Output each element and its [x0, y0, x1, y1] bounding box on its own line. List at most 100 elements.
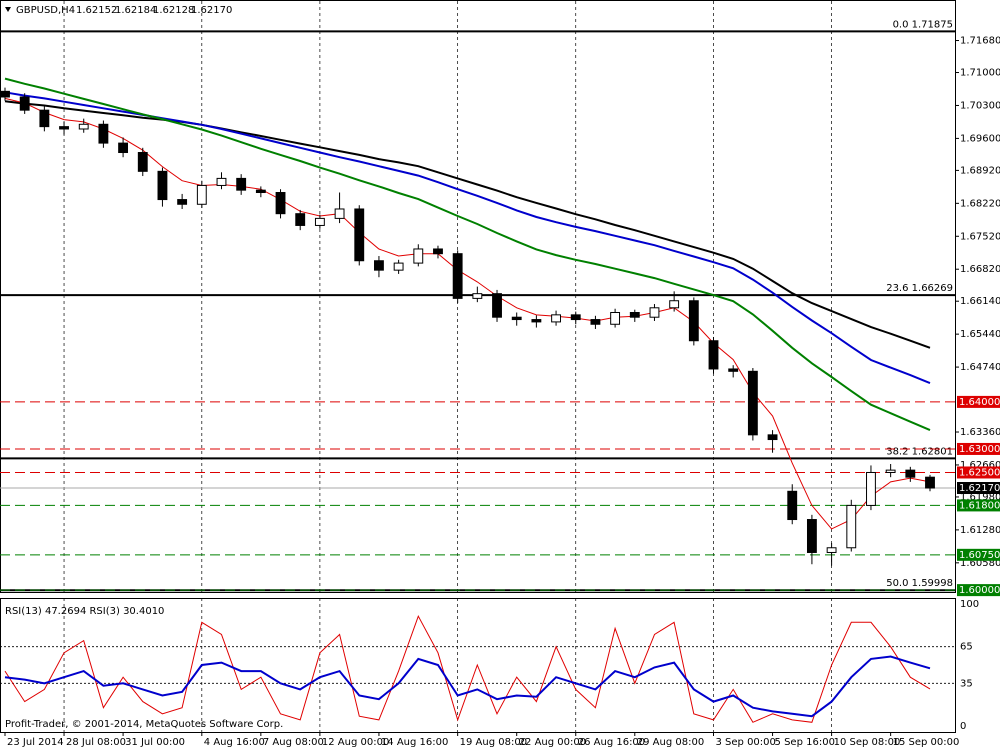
x-tick-label: 23 Jul 2014 — [7, 737, 64, 748]
candle-body — [118, 142, 129, 154]
candle-body — [531, 319, 542, 323]
x-tick-label: 15 Sep 00:00 — [893, 737, 960, 748]
candle-body — [354, 208, 365, 262]
quote-low: 1.62128 — [153, 5, 194, 16]
fib-label: 23.6 1.66269 — [886, 283, 953, 294]
candle-body — [177, 199, 188, 205]
level-label: 1.60750 — [959, 550, 1000, 561]
candle-body — [472, 293, 483, 299]
y-tick-label: 1.60580 — [960, 558, 1000, 569]
menu-arrow[interactable] — [5, 7, 11, 12]
candle-body — [393, 262, 404, 271]
level-box — [957, 499, 1000, 512]
x-tick-label: 7 Aug 08:00 — [263, 737, 324, 748]
fib-label: 0.0 1.71875 — [893, 19, 953, 30]
candle-body — [846, 504, 857, 549]
quote-close: 1.62170 — [191, 5, 232, 16]
y-tick-label: 1.70300 — [960, 100, 1000, 111]
candle-body — [925, 476, 935, 489]
x-tick-label: 31 Jul 00:00 — [125, 737, 185, 748]
candle-body — [551, 314, 561, 323]
rsi-line — [4, 655, 931, 718]
candle-body — [492, 293, 502, 318]
level-box — [957, 548, 1000, 561]
candle-body — [767, 434, 778, 441]
candle-body — [78, 123, 89, 130]
candle-body — [688, 300, 699, 342]
candle-body — [728, 368, 739, 372]
x-tick-label: 14 Aug 16:00 — [381, 737, 448, 748]
fib-label: 38.2 1.62801 — [886, 446, 953, 457]
candle-body — [787, 490, 798, 521]
rsi-tick-label: 0 — [960, 721, 966, 732]
candle-body — [236, 177, 247, 191]
candle-body — [826, 547, 837, 553]
level-label: 1.60000 — [959, 585, 1000, 596]
level-label: 1.62500 — [959, 467, 1000, 478]
candle-body — [0, 90, 10, 98]
candle-body — [334, 208, 345, 219]
candle-body — [452, 253, 463, 299]
candle-body — [295, 213, 306, 226]
candle-body — [866, 471, 876, 506]
level-label: 1.61800 — [959, 500, 1000, 511]
level-label: 1.63000 — [959, 444, 1000, 455]
y-tick-label: 1.67520 — [960, 231, 1000, 242]
x-tick-label: 12 Aug 00:00 — [322, 737, 389, 748]
candle-body — [98, 123, 109, 144]
candle-body — [511, 316, 522, 321]
candle-body — [669, 300, 680, 309]
candle-body — [905, 469, 916, 478]
y-tick-label: 1.68920 — [960, 165, 1000, 176]
y-tick-label: 1.64740 — [960, 362, 1000, 373]
candle-body — [196, 184, 207, 205]
level-box — [957, 466, 1000, 479]
candle-body — [413, 248, 424, 264]
current-price-box — [957, 482, 1000, 495]
x-tick-label: 28 Jul 08:00 — [66, 737, 126, 748]
candle-body — [255, 189, 266, 194]
y-tick-label: 1.66820 — [960, 264, 1000, 275]
candle-body — [610, 311, 621, 325]
level-label: 1.64000 — [959, 397, 1000, 408]
y-tick-label: 1.69600 — [960, 133, 1000, 144]
level-box — [957, 584, 1000, 597]
x-tick-label: 26 Aug 16:00 — [578, 737, 645, 748]
moving-average — [4, 97, 931, 530]
x-tick-label: 4 Aug 16:00 — [204, 737, 265, 748]
rsi-label: RSI(13) 47.2694 RSI(3) 30.4010 — [5, 606, 164, 617]
y-tick-label: 1.71680 — [960, 36, 1000, 47]
y-tick-label: 1.61280 — [960, 525, 1000, 536]
x-tick-label: 3 Sep 00:00 — [716, 737, 776, 748]
y-tick-label: 1.63360 — [960, 427, 1000, 438]
candle-body — [570, 314, 581, 321]
candle-body — [216, 177, 227, 186]
candle-body — [39, 109, 50, 128]
x-tick-label: 19 Aug 08:00 — [460, 737, 527, 748]
candle-body — [59, 126, 69, 130]
candle-body — [275, 192, 286, 215]
candle-body — [885, 469, 896, 473]
candle-body — [590, 319, 601, 325]
copyright: Profit-Trader, © 2001-2014, MetaQuotes S… — [5, 719, 283, 730]
y-tick-label: 1.62660 — [960, 460, 1000, 471]
chart-title: GBPUSD,H4 — [16, 5, 75, 16]
rsi-tick-label: 100 — [960, 599, 979, 610]
x-tick-label: 29 Aug 08:00 — [637, 737, 704, 748]
candle-body — [19, 96, 30, 111]
current-price-label: 1.62170 — [959, 483, 1000, 494]
rsi-pane — [0, 598, 956, 733]
y-tick-label: 1.61980 — [960, 492, 1000, 503]
quote-high: 1.62184 — [115, 5, 156, 16]
rsi-tick-label: 65 — [960, 642, 973, 653]
moving-average — [4, 77, 931, 432]
y-tick-label: 1.65440 — [960, 329, 1000, 340]
candle-body — [649, 307, 660, 318]
candle-body — [374, 260, 384, 271]
level-box — [957, 395, 1000, 408]
y-tick-label: 1.68220 — [960, 198, 1000, 209]
candle-body — [629, 311, 640, 318]
x-tick-label: 10 Sep 08:00 — [834, 737, 901, 748]
